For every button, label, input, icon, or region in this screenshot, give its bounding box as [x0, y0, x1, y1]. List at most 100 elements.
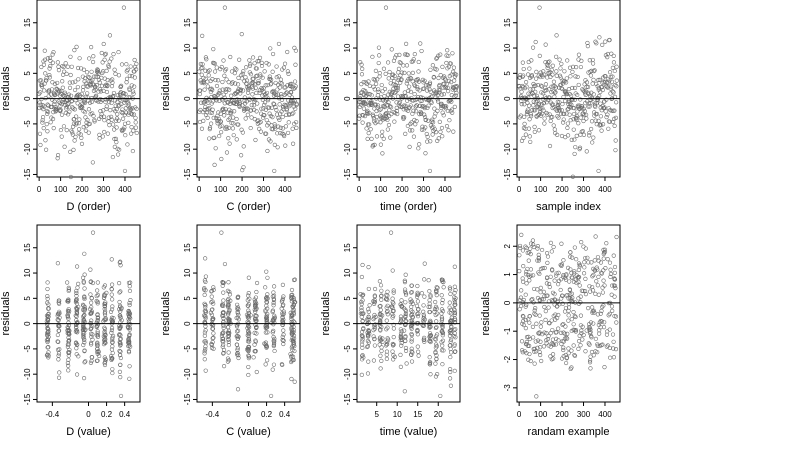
data-point: [590, 140, 595, 145]
data-point: [409, 283, 414, 288]
x-tick-label: 400: [598, 410, 612, 419]
data-point: [597, 93, 602, 99]
data-point: [597, 331, 602, 336]
plot-frame: [36, 0, 141, 178]
data-point: [254, 90, 259, 95]
data-point: [389, 105, 394, 110]
data-point: [90, 230, 96, 235]
data-point: [245, 106, 250, 111]
y-tick-label: 1: [503, 272, 512, 277]
data-point: [612, 294, 617, 299]
data-point: [578, 115, 583, 120]
data-point: [451, 129, 456, 134]
data-point: [599, 308, 604, 314]
data-point: [360, 353, 365, 358]
x-tick-label: 300: [417, 185, 431, 194]
data-point: [95, 67, 100, 72]
data-point: [587, 325, 592, 330]
data-point: [378, 335, 383, 340]
data-point: [380, 89, 385, 94]
data-point: [595, 342, 600, 347]
data-point: [561, 345, 566, 350]
data-point: [75, 330, 80, 335]
data-point: [599, 270, 604, 275]
data-point: [268, 82, 273, 87]
data-point: [358, 60, 363, 65]
data-point: [127, 341, 132, 346]
data-point: [83, 115, 88, 120]
data-point: [253, 313, 258, 318]
data-point: [608, 271, 614, 277]
data-point: [434, 293, 439, 298]
data-point: [454, 84, 459, 89]
data-point: [290, 338, 296, 343]
data-point: [398, 60, 404, 66]
data-point: [521, 264, 526, 269]
data-point: [211, 335, 216, 340]
data-point: [439, 125, 445, 131]
data-point: [69, 93, 74, 98]
data-point: [399, 77, 404, 83]
data-point: [546, 333, 551, 339]
data-point: [48, 63, 53, 69]
data-point: [66, 353, 71, 358]
data-point: [606, 313, 611, 318]
data-point: [127, 364, 132, 369]
data-point: [120, 116, 126, 121]
y-tick-label: 15: [23, 18, 32, 27]
data-point: [45, 102, 50, 107]
x-tick-label: 100: [374, 185, 388, 194]
data-point: [533, 39, 538, 45]
data-point: [535, 246, 540, 251]
data-point: [520, 60, 525, 65]
data-point: [410, 128, 415, 133]
data-point: [221, 350, 226, 356]
data-point: [576, 261, 582, 266]
data-point: [543, 317, 548, 322]
data-point: [589, 349, 595, 355]
data-point: [55, 153, 61, 158]
data-point: [225, 356, 231, 361]
data-point: [228, 54, 233, 60]
data-point: [291, 110, 296, 115]
x-axis-label: C (value): [226, 426, 271, 438]
data-point: [236, 122, 241, 127]
data-point: [246, 349, 251, 354]
data-point: [53, 109, 58, 114]
data-point: [292, 379, 297, 384]
data-point: [51, 50, 56, 55]
data-point: [123, 92, 128, 97]
data-point: [222, 73, 227, 78]
data-point: [107, 122, 112, 128]
data-point: [607, 260, 613, 265]
data-point: [203, 279, 208, 285]
data-point: [568, 74, 573, 79]
data-point: [561, 258, 566, 263]
data-point: [289, 317, 294, 322]
data-point: [542, 294, 547, 299]
data-point: [240, 130, 245, 135]
data-point: [290, 141, 296, 146]
data-point: [117, 348, 122, 354]
data-point: [416, 69, 421, 74]
data-point: [604, 84, 609, 89]
data-point: [595, 283, 600, 288]
data-point: [91, 54, 96, 59]
data-point: [386, 76, 391, 81]
x-tick-label: 300: [97, 185, 111, 194]
data-point: [415, 332, 420, 337]
data-point: [447, 118, 452, 123]
data-point: [95, 301, 100, 306]
data-point: [220, 280, 225, 285]
data-point: [82, 340, 87, 345]
data-point: [521, 314, 526, 319]
data-point: [427, 362, 433, 367]
data-point: [213, 146, 218, 151]
data-point: [430, 120, 436, 125]
data-point: [115, 112, 120, 117]
data-point: [225, 288, 230, 293]
data-point: [275, 92, 280, 97]
data-point: [109, 354, 114, 359]
data-points: [358, 230, 458, 399]
